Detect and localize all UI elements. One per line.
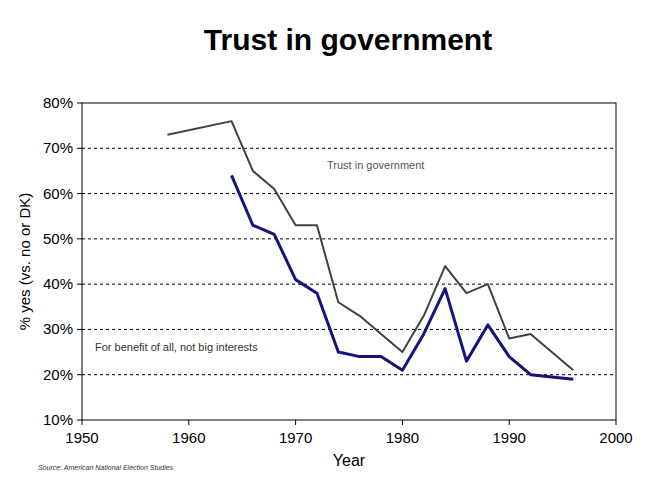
y-tick (77, 193, 82, 194)
x-tick (509, 420, 510, 425)
x-tick-label: 1980 (386, 429, 419, 446)
y-tick (77, 284, 82, 285)
series-line (167, 121, 573, 370)
y-tick (77, 420, 82, 421)
grid-line (82, 148, 616, 149)
y-tick-label: 10% (43, 411, 73, 428)
x-tick (82, 420, 83, 425)
y-tick-label: 80% (43, 94, 73, 111)
source-note: Source: American National Election Studi… (38, 464, 174, 471)
y-tick-label: 20% (43, 366, 73, 383)
y-tick (77, 329, 82, 330)
series-annotation: Trust in government (327, 159, 424, 171)
y-tick (77, 374, 82, 375)
x-tick-label: 1960 (172, 429, 205, 446)
grid-line (82, 329, 616, 330)
x-axis: 1950 1960 1970 1980 1990 2000 (65, 420, 632, 446)
series-line (232, 175, 574, 379)
grid-line (82, 284, 616, 285)
y-tick (77, 103, 82, 104)
x-tick (295, 420, 296, 425)
series-annotation: For benefit of all, not big interests (95, 341, 258, 353)
y-tick-label: 70% (43, 139, 73, 156)
y-tick-label: 60% (43, 185, 73, 202)
x-tick (616, 420, 617, 425)
y-tick (77, 148, 82, 149)
grid-line (82, 193, 616, 194)
x-tick-label: 2000 (599, 429, 632, 446)
x-axis-label: Year (333, 452, 366, 469)
chart-container: Trust in government 10% 20% 30% 40% 50% 60% 70%… (0, 0, 672, 503)
x-tick-label: 1950 (65, 429, 98, 446)
y-tick-label: 50% (43, 230, 73, 247)
title: Trust in government (204, 23, 492, 56)
x-tick (188, 420, 189, 425)
y-axis-label: % yes (vs. no or DK) (16, 193, 33, 331)
chart-svg: Trust in government 10% 20% 30% 40% 50% 60% 70%… (0, 0, 672, 503)
y-tick-label: 30% (43, 320, 73, 337)
plot-frame (82, 103, 616, 420)
x-tick-label: 1970 (279, 429, 312, 446)
y-tick (77, 238, 82, 239)
y-grid: 10% 20% 30% 40% 50% 60% 70% 80% (43, 94, 616, 428)
y-tick-label: 40% (43, 275, 73, 292)
x-tick-label: 1990 (493, 429, 526, 446)
grid-line (82, 238, 616, 239)
x-tick (402, 420, 403, 425)
